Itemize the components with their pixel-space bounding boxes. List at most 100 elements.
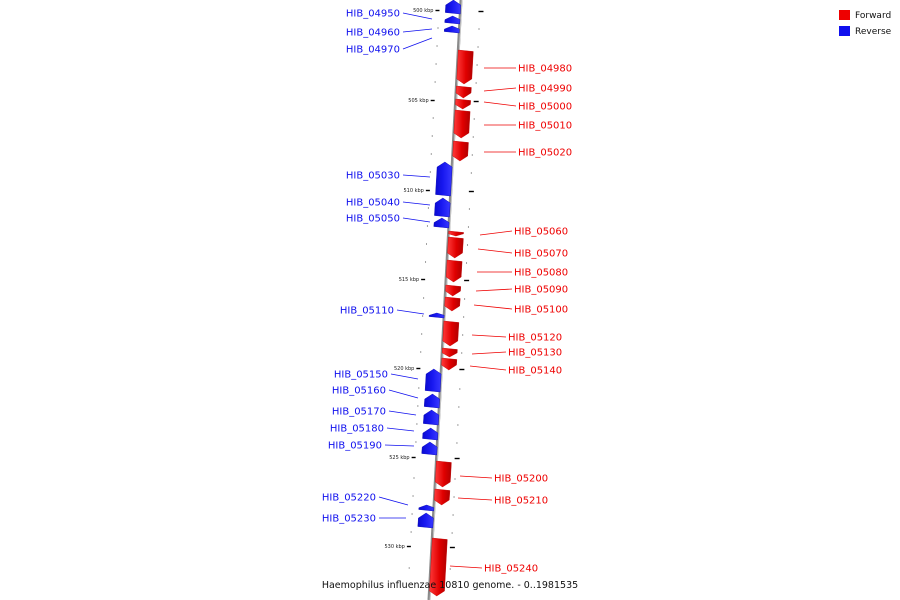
tick-label: 505 kbp bbox=[408, 98, 428, 104]
gene-label-hib-05220[interactable]: HIB_05220 bbox=[322, 493, 376, 504]
label-leader-line bbox=[449, 565, 483, 569]
label-leader-line bbox=[388, 410, 417, 416]
label-leader-line bbox=[483, 101, 517, 107]
tick-label: 510 kbp bbox=[403, 188, 423, 194]
tick-label: 515 kbp bbox=[399, 277, 419, 283]
legend-swatch-reverse bbox=[839, 26, 850, 36]
gene-arrow-hib-04960[interactable] bbox=[444, 15, 461, 25]
gene-arrow-hib-05070[interactable] bbox=[447, 236, 464, 259]
gene-arrow-hib-05120[interactable] bbox=[442, 320, 460, 347]
legend: Forward Reverse bbox=[839, 10, 892, 37]
gene-arrow-hib-05040[interactable] bbox=[434, 197, 451, 218]
gene-arrow-hib-05240[interactable] bbox=[429, 537, 448, 597]
label-leader-line bbox=[483, 87, 517, 92]
gene-label-hib-05130[interactable]: HIB_05130 bbox=[508, 348, 562, 359]
gene-arrow-hib-05060[interactable] bbox=[448, 230, 464, 237]
gene-label-hib-05100[interactable]: HIB_05100 bbox=[514, 305, 568, 316]
gene-label-hib-05140[interactable]: HIB_05140 bbox=[508, 366, 562, 377]
gene-arrow-hib-05000[interactable] bbox=[455, 98, 471, 110]
gene-arrow-hib-05160[interactable] bbox=[423, 393, 440, 409]
gene-arrow-hib-04970[interactable] bbox=[443, 25, 460, 34]
label-leader-line bbox=[402, 28, 433, 33]
gene-label-hib-05080[interactable]: HIB_05080 bbox=[514, 268, 568, 279]
label-leader-line bbox=[378, 496, 409, 506]
gene-arrow-hib-05220[interactable] bbox=[418, 504, 435, 512]
label-leader-line bbox=[475, 288, 513, 292]
label-leader-line bbox=[384, 444, 415, 447]
gene-arrow-hib-05110[interactable] bbox=[428, 312, 445, 319]
label-leader-line bbox=[457, 497, 493, 501]
gene-arrow-hib-05010[interactable] bbox=[453, 109, 471, 139]
label-leader-line bbox=[390, 373, 419, 380]
gene-label-hib-05120[interactable]: HIB_05120 bbox=[508, 333, 562, 344]
gene-label-hib-04950[interactable]: HIB_04950 bbox=[346, 9, 400, 20]
label-leader-line bbox=[469, 365, 507, 371]
map-title: Haemophilus influenzae 10810 genome. - 0… bbox=[322, 580, 578, 591]
gene-label-hib-05210[interactable]: HIB_05210 bbox=[494, 496, 548, 507]
label-leader-line bbox=[402, 217, 431, 223]
gene-label-hib-05150[interactable]: HIB_05150 bbox=[334, 370, 388, 381]
tick-label: 500 kbp bbox=[413, 8, 433, 14]
label-leader-line bbox=[471, 351, 507, 355]
gene-arrow-hib-05130[interactable] bbox=[441, 347, 458, 358]
gene-label-hib-05200[interactable]: HIB_05200 bbox=[494, 474, 548, 485]
tick-label: 530 kbp bbox=[384, 544, 404, 550]
gene-label-hib-05070[interactable]: HIB_05070 bbox=[514, 249, 568, 260]
gene-label-hib-04990[interactable]: HIB_04990 bbox=[518, 84, 572, 95]
gene-label-hib-05190[interactable]: HIB_05190 bbox=[328, 441, 382, 452]
gene-label-hib-04980[interactable]: HIB_04980 bbox=[518, 64, 572, 75]
gene-label-hib-05050[interactable]: HIB_05050 bbox=[346, 214, 400, 225]
gene-label-hib-05110[interactable]: HIB_05110 bbox=[340, 306, 394, 317]
gene-label-hib-05160[interactable]: HIB_05160 bbox=[332, 386, 386, 397]
label-leader-line bbox=[402, 201, 431, 206]
gene-arrow-hib-05020[interactable] bbox=[452, 140, 469, 162]
label-leader-line bbox=[459, 475, 493, 479]
gene-arrow-hib-05090[interactable] bbox=[445, 284, 462, 297]
gene-label-hib-04970[interactable]: HIB_04970 bbox=[346, 45, 400, 56]
label-leader-line bbox=[471, 334, 507, 338]
gene-arrow-hib-05100[interactable] bbox=[444, 296, 461, 312]
gene-labels: HIB_04950 HIB_04960 HIB_04970 HIB_04980 HIB_… bbox=[322, 9, 572, 575]
gene-label-hib-05020[interactable]: HIB_05020 bbox=[518, 148, 572, 159]
gene-label-hib-05000[interactable]: HIB_05000 bbox=[518, 102, 572, 113]
gene-arrow-hib-05180[interactable] bbox=[422, 427, 439, 441]
gene-label-hib-05230[interactable]: HIB_05230 bbox=[322, 514, 376, 525]
gene-arrow-hib-05200[interactable] bbox=[435, 460, 452, 488]
tick-label: 520 kbp bbox=[394, 366, 414, 372]
genes-layer bbox=[417, 0, 474, 597]
label-leader-line bbox=[396, 309, 425, 315]
gene-label-hib-05030[interactable]: HIB_05030 bbox=[346, 171, 400, 182]
gene-arrow-hib-04980[interactable] bbox=[456, 49, 474, 85]
gene-label-hib-05040[interactable]: HIB_05040 bbox=[346, 198, 400, 209]
legend-label-reverse: Reverse bbox=[855, 27, 892, 37]
label-leader-line bbox=[402, 12, 433, 20]
label-leader-line bbox=[386, 427, 415, 432]
gene-arrow-hib-05150[interactable] bbox=[424, 368, 442, 393]
gene-arrow-hib-04950[interactable] bbox=[445, 0, 461, 15]
gene-arrow-hib-05080[interactable] bbox=[445, 259, 463, 283]
gene-label-hib-05010[interactable]: HIB_05010 bbox=[518, 121, 572, 132]
minor-ticks bbox=[408, 27, 480, 570]
gene-label-hib-05240[interactable]: HIB_05240 bbox=[484, 564, 538, 575]
label-leader-line bbox=[479, 230, 513, 236]
gene-arrow-hib-05140[interactable] bbox=[441, 357, 458, 371]
gene-arrow-hib-05170[interactable] bbox=[423, 409, 440, 426]
gene-arrow-hib-05030[interactable] bbox=[435, 161, 453, 197]
label-leader-line bbox=[402, 37, 433, 50]
gene-arrow-hib-04990[interactable] bbox=[455, 85, 472, 99]
gene-label-hib-05090[interactable]: HIB_05090 bbox=[514, 285, 568, 296]
gene-label-hib-04960[interactable]: HIB_04960 bbox=[346, 28, 400, 39]
gene-label-hib-05180[interactable]: HIB_05180 bbox=[330, 424, 384, 435]
gene-arrow-hib-05050[interactable] bbox=[433, 217, 450, 229]
label-leader-line bbox=[473, 304, 513, 310]
gene-label-hib-05170[interactable]: HIB_05170 bbox=[332, 407, 386, 418]
label-leader-line bbox=[388, 389, 419, 399]
tick-label: 525 kbp bbox=[389, 455, 409, 461]
gene-arrow-hib-05190[interactable] bbox=[421, 441, 438, 456]
label-leader-line bbox=[477, 248, 513, 254]
gene-arrow-hib-05230[interactable] bbox=[417, 512, 434, 529]
legend-swatch-forward bbox=[839, 10, 850, 20]
gene-arrow-hib-05210[interactable] bbox=[434, 488, 451, 506]
gene-label-hib-05060[interactable]: HIB_05060 bbox=[514, 227, 568, 238]
